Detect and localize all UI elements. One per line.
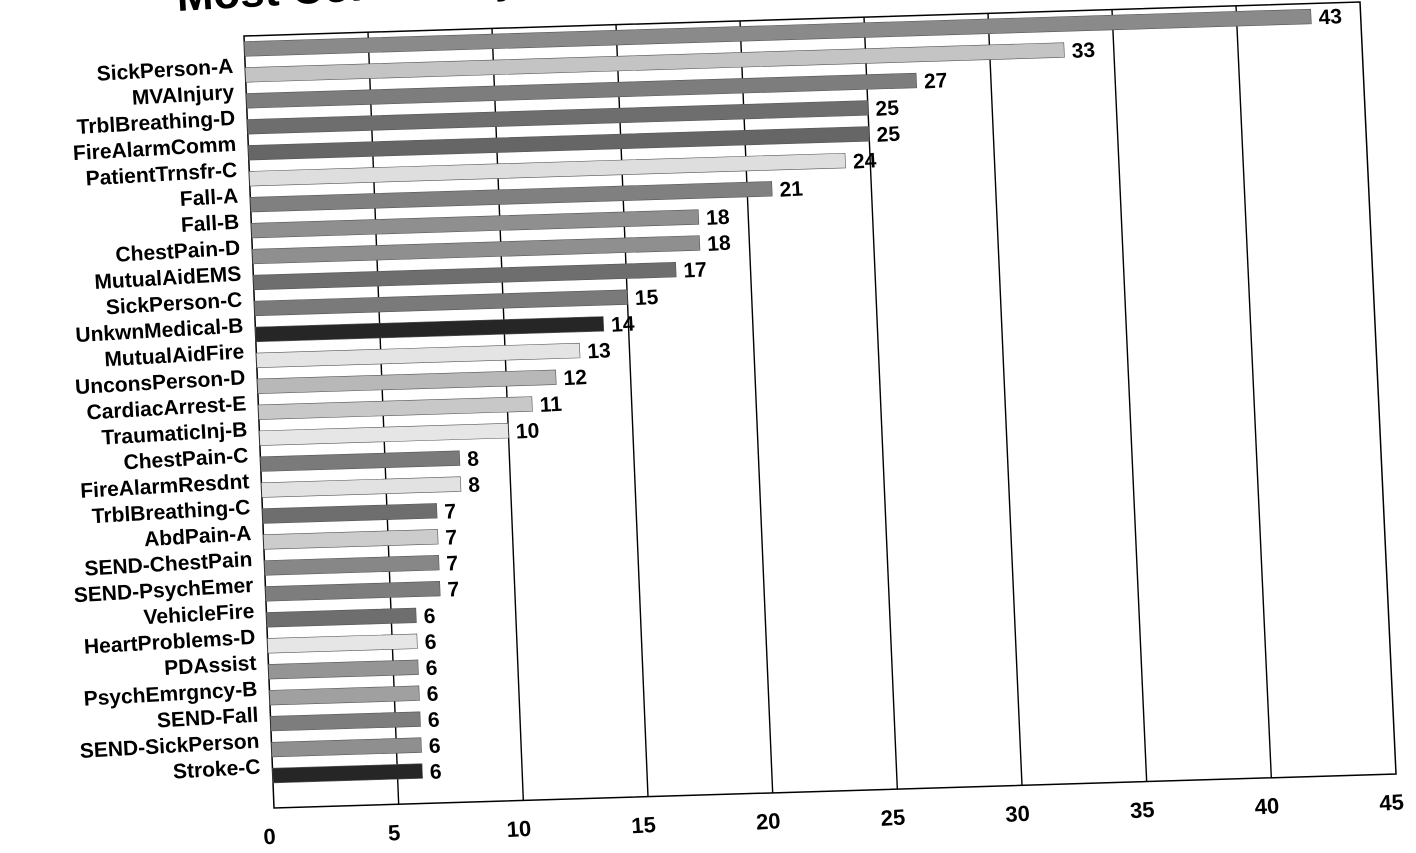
category-label: Fall-B xyxy=(180,211,240,237)
bar xyxy=(253,289,628,317)
value-label: 18 xyxy=(706,206,731,230)
bar xyxy=(258,396,533,420)
value-label: 13 xyxy=(587,339,612,363)
x-tick-label: 5 xyxy=(387,820,401,846)
gridline xyxy=(1235,5,1273,778)
category-label: ChestPain-D xyxy=(115,237,241,267)
gridline xyxy=(491,28,525,801)
bar xyxy=(256,342,581,369)
x-tick-label: 25 xyxy=(880,804,906,830)
value-label: 24 xyxy=(852,149,877,173)
bar xyxy=(257,369,557,394)
gridline xyxy=(863,17,899,790)
value-label: 27 xyxy=(923,69,948,93)
bar xyxy=(261,476,462,498)
value-label: 15 xyxy=(634,286,659,310)
value-label: 6 xyxy=(424,631,437,655)
gridline xyxy=(1111,9,1148,782)
value-label: 8 xyxy=(467,447,480,471)
value-label: 12 xyxy=(563,366,588,390)
x-tick-label: 0 xyxy=(263,824,277,850)
value-label: 10 xyxy=(515,419,540,443)
category-label: Fall-A xyxy=(179,185,239,211)
x-tick-label: 15 xyxy=(631,812,657,838)
bar xyxy=(271,737,422,758)
bar xyxy=(269,685,420,706)
value-label: 11 xyxy=(539,393,563,417)
x-tick-label: 35 xyxy=(1129,797,1155,823)
value-label: 7 xyxy=(445,526,458,550)
bar xyxy=(260,450,461,472)
x-tick-label: 30 xyxy=(1005,801,1031,827)
x-tick-label: 40 xyxy=(1254,793,1280,819)
value-label: 6 xyxy=(425,657,438,681)
category-label: AbdPain-A xyxy=(143,522,251,551)
gridline xyxy=(739,20,774,793)
value-label: 7 xyxy=(447,578,460,602)
value-label: 6 xyxy=(427,708,440,732)
value-label: 25 xyxy=(876,123,901,147)
bar xyxy=(246,100,869,135)
value-label: 17 xyxy=(683,258,708,282)
value-label: 33 xyxy=(1071,39,1096,63)
bar xyxy=(270,711,421,732)
value-label: 8 xyxy=(468,473,481,497)
bar xyxy=(259,423,509,446)
bar xyxy=(265,580,441,602)
bar xyxy=(248,152,846,187)
category-label: SEND-Fall xyxy=(156,704,259,733)
value-label: 6 xyxy=(423,605,436,629)
bar xyxy=(251,235,701,265)
bar xyxy=(268,659,419,680)
value-label: 18 xyxy=(707,232,732,256)
bar xyxy=(262,503,438,524)
bar xyxy=(249,181,773,213)
gridline xyxy=(615,24,649,797)
category-label: Stroke-C xyxy=(172,756,261,784)
category-label: ChestPain-C xyxy=(123,444,249,474)
value-label: 7 xyxy=(444,500,457,524)
bar xyxy=(243,8,1312,57)
value-label: 6 xyxy=(426,683,439,707)
bar xyxy=(247,126,870,161)
category-label: PDAssist xyxy=(164,652,257,680)
value-label: 7 xyxy=(446,552,459,576)
value-label: 6 xyxy=(429,760,442,784)
value-label: 14 xyxy=(610,313,635,337)
value-label: 21 xyxy=(779,177,804,201)
bar xyxy=(266,607,417,628)
bar xyxy=(244,42,1065,83)
bar xyxy=(272,763,423,784)
value-label: 25 xyxy=(875,97,900,121)
bar xyxy=(255,316,605,343)
category-label: MVAInjury xyxy=(131,81,235,110)
x-tick-label: 10 xyxy=(506,816,532,842)
value-label: 6 xyxy=(428,734,441,758)
value-label: 43 xyxy=(1318,5,1343,29)
x-tick-label: 45 xyxy=(1379,789,1405,815)
gridline xyxy=(987,13,1023,786)
bar xyxy=(263,529,439,550)
bar xyxy=(250,209,700,239)
bar xyxy=(264,555,440,576)
bar xyxy=(252,262,677,291)
bar xyxy=(267,633,418,654)
category-label: VehicleFire xyxy=(143,600,255,629)
x-tick-label: 20 xyxy=(755,808,781,834)
bar xyxy=(245,72,918,109)
